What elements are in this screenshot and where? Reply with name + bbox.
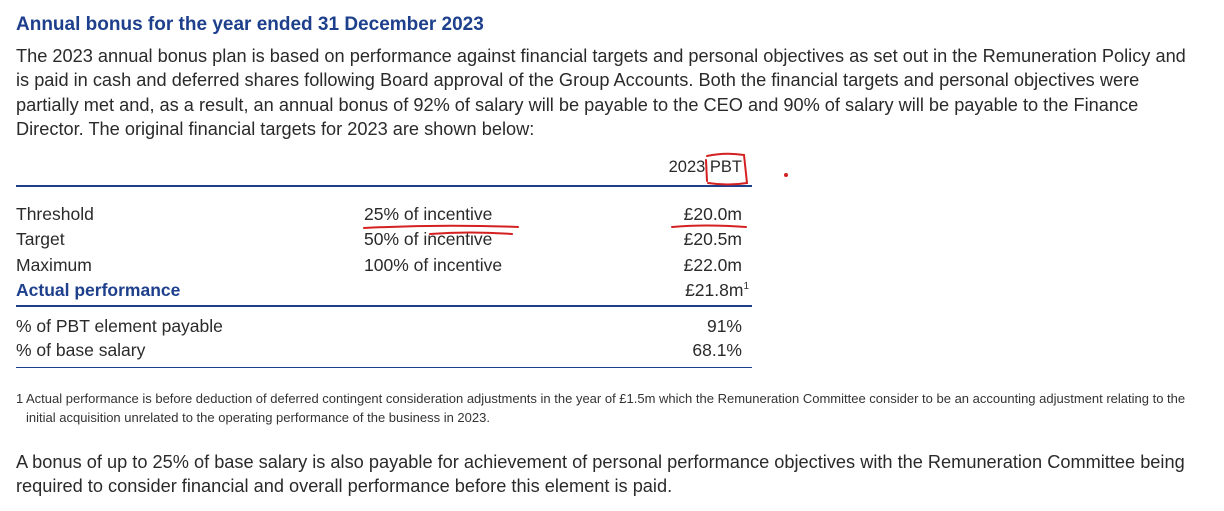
- row-incentive-maximum: 100% of incentive: [364, 255, 503, 275]
- actual-value: £21.8m: [685, 280, 744, 300]
- row-label-threshold: Threshold: [16, 204, 94, 224]
- column-header-pbt: 2023 PBT: [668, 158, 742, 176]
- summary-value-pbt-element: 91%: [706, 316, 742, 336]
- closing-paragraph: A bonus of up to 25% of base salary is a…: [16, 452, 1185, 497]
- footnote-ref: 1: [743, 281, 749, 293]
- row-value-threshold: £20.0m: [683, 204, 742, 224]
- summary-value-base-salary: 68.1%: [692, 340, 742, 360]
- intro-paragraph: The 2023 annual bonus plan is based on p…: [16, 44, 1201, 142]
- footnote: 1 Actual performance is before deduction…: [16, 389, 1206, 427]
- section-heading: Annual bonus for the year ended 31 Decem…: [16, 14, 484, 35]
- row-incentive-threshold: 25% of incentive: [364, 204, 493, 224]
- footnote-text: Actual performance is before deduction o…: [26, 391, 1186, 425]
- footnote-number: 1: [16, 391, 24, 406]
- header-rule: [16, 185, 752, 187]
- actual-rule: [16, 305, 752, 307]
- row-value-maximum: £22.0m: [683, 255, 742, 275]
- row-incentive-target: 50% of incentive: [364, 229, 493, 249]
- row-label-actual: Actual performance: [16, 280, 181, 300]
- summary-label-pbt-element: % of PBT element payable: [16, 316, 223, 336]
- stray-dot: [784, 173, 788, 177]
- row-value-target: £20.5m: [683, 229, 742, 249]
- pbt-targets-table: 2023 PBT Threshold 25% of incentive £20.…: [16, 155, 752, 375]
- row-value-actual: £21.8m1: [685, 279, 749, 301]
- table-bottom-rule: [16, 367, 752, 368]
- intro-text: The 2023 annual bonus plan is based on p…: [16, 46, 1186, 140]
- row-label-maximum: Maximum: [16, 255, 92, 275]
- row-label-target: Target: [16, 229, 65, 249]
- summary-label-base-salary: % of base salary: [16, 340, 146, 360]
